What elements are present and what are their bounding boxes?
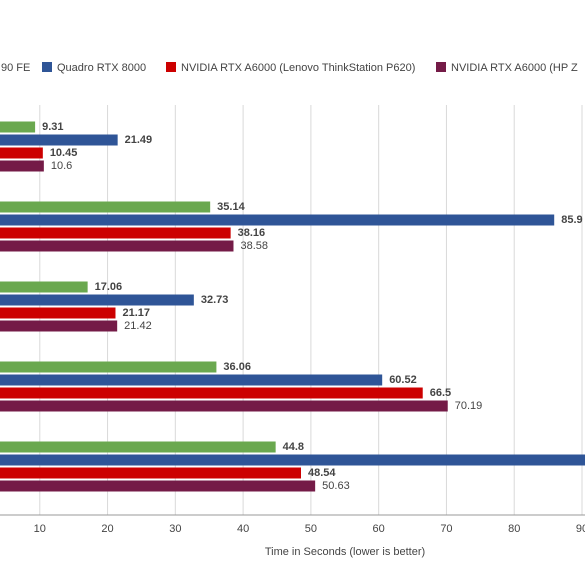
- x-axis-title: Time in Seconds (lower is better): [265, 546, 425, 558]
- bar: [0, 454, 585, 466]
- bar: [0, 400, 448, 412]
- x-tick-label: 50: [305, 523, 317, 535]
- x-tick-label: 80: [508, 523, 520, 535]
- x-tick-label: 70: [440, 523, 452, 535]
- bar: [0, 467, 301, 479]
- x-tick-label: 30: [169, 523, 181, 535]
- bar: [0, 441, 276, 453]
- value-label: 17.06: [95, 281, 123, 293]
- bar: [0, 240, 234, 252]
- legend-swatch: [42, 62, 52, 72]
- bar: [0, 294, 194, 306]
- value-label: 70.19: [455, 400, 483, 412]
- bar: [0, 361, 217, 373]
- x-tick-label: 10: [34, 523, 46, 535]
- value-label: 38.16: [238, 227, 266, 239]
- value-label: 66.5: [430, 387, 451, 399]
- x-tick-label: 90: [576, 523, 585, 535]
- x-tick-label: 60: [373, 523, 385, 535]
- value-label: 10.6: [51, 160, 72, 172]
- value-label: 44.8: [283, 441, 304, 453]
- bar: [0, 480, 316, 492]
- legend-label: NVIDIA RTX A6000 (Lenovo ThinkStation P6…: [181, 62, 415, 74]
- bar: [0, 320, 118, 332]
- bar: [0, 147, 43, 159]
- bar: [0, 227, 231, 239]
- legend-label: Quadro RTX 8000: [57, 62, 146, 74]
- value-label: 32.73: [201, 294, 229, 306]
- value-label: 21.17: [122, 307, 150, 319]
- value-label: 85.9: [561, 214, 582, 226]
- bar: [0, 281, 88, 293]
- bar: [0, 121, 36, 133]
- value-label: 10.45: [50, 147, 78, 159]
- x-tick-label: 40: [237, 523, 249, 535]
- legend-label: 90 FE: [1, 62, 30, 74]
- value-label: 50.63: [322, 480, 350, 492]
- value-label: 9.31: [42, 121, 63, 133]
- bar: [0, 214, 555, 226]
- legend-swatch: [166, 62, 176, 72]
- x-tick-label: 20: [101, 523, 113, 535]
- bar: [0, 307, 116, 319]
- bar: [0, 134, 118, 146]
- value-label: 36.06: [223, 361, 251, 373]
- bar: [0, 374, 383, 386]
- legend-label: NVIDIA RTX A6000 (HP Z: [451, 62, 578, 74]
- value-label: 38.58: [240, 240, 268, 252]
- bar: [0, 201, 211, 213]
- value-label: 21.42: [124, 320, 152, 332]
- bar: [0, 160, 44, 172]
- legend-swatch: [436, 62, 446, 72]
- value-label: 48.54: [308, 467, 336, 479]
- value-label: 35.14: [217, 201, 245, 213]
- value-label: 60.52: [389, 374, 417, 386]
- value-label: 21.49: [125, 134, 153, 146]
- bar: [0, 387, 423, 399]
